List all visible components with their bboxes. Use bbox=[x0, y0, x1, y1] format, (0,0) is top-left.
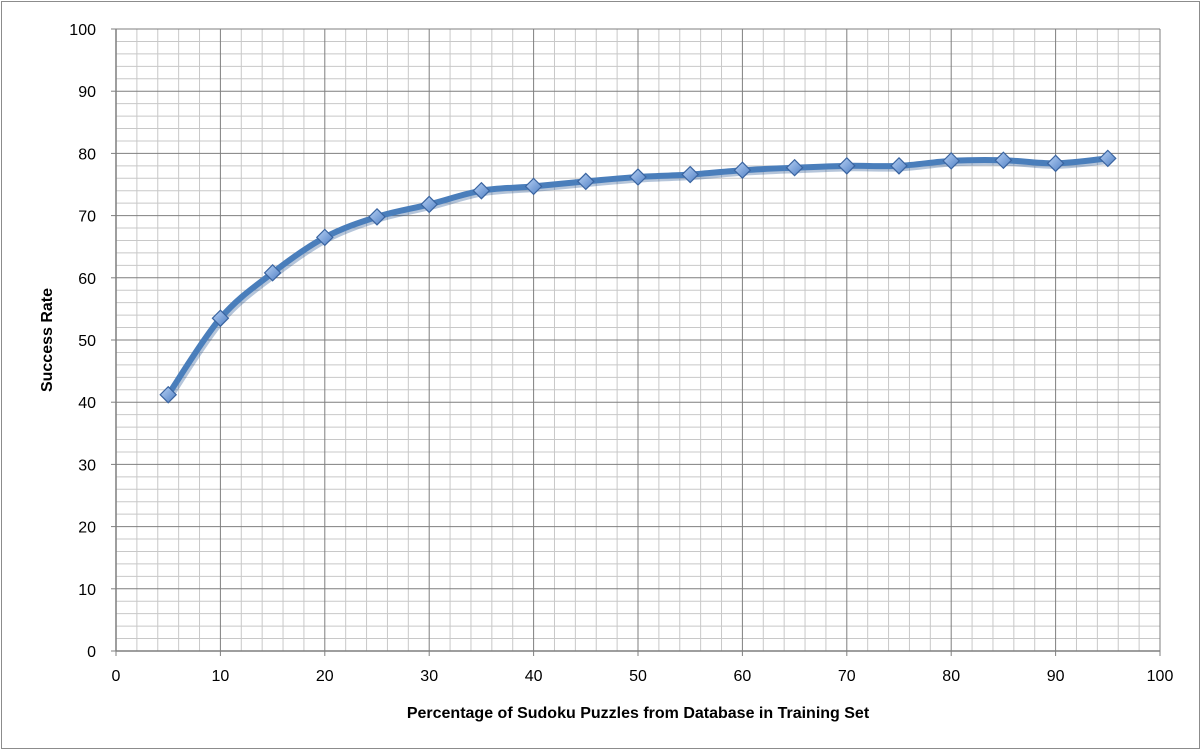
y-tick-label: 10 bbox=[78, 582, 96, 599]
y-tick-label: 70 bbox=[78, 209, 96, 226]
data-point-marker bbox=[263, 263, 282, 282]
data-point-marker bbox=[733, 161, 752, 180]
x-axis-tick-labels: 0 10 20 30 40 50 60 70 80 90 100 bbox=[112, 668, 1174, 685]
y-tick-label: 20 bbox=[78, 520, 96, 537]
y-tick-label: 80 bbox=[78, 146, 96, 163]
data-point-marker bbox=[576, 172, 595, 191]
y-tick-label: 50 bbox=[78, 333, 96, 350]
major-gridlines bbox=[115, 28, 1161, 652]
y-tick-label: 60 bbox=[78, 271, 96, 288]
x-tick-label: 20 bbox=[316, 668, 334, 685]
data-point-marker bbox=[785, 158, 804, 177]
x-tick-label: 90 bbox=[1047, 668, 1065, 685]
data-point-marker bbox=[472, 181, 491, 200]
data-point-marker bbox=[524, 177, 543, 196]
y-tick-label: 0 bbox=[87, 644, 96, 661]
y-axis-tick-labels: 0 10 20 30 40 50 60 70 80 90 100 bbox=[69, 22, 96, 661]
series-layer bbox=[159, 149, 1117, 404]
x-tick-label: 70 bbox=[838, 668, 856, 685]
data-point-marker bbox=[1098, 149, 1117, 168]
data-point-marker bbox=[942, 152, 961, 170]
x-tick-label: 50 bbox=[629, 668, 647, 685]
x-tick-label: 80 bbox=[942, 668, 960, 685]
y-tick-label: 30 bbox=[78, 457, 96, 474]
x-tick-label: 0 bbox=[112, 668, 121, 685]
data-point-marker bbox=[159, 385, 178, 404]
data-point-marker bbox=[629, 168, 647, 186]
x-tick-label: 30 bbox=[420, 668, 438, 685]
x-tick-label: 100 bbox=[1147, 668, 1174, 685]
y-tick-label: 40 bbox=[78, 395, 96, 412]
data-point-marker bbox=[994, 151, 1013, 170]
y-tick-label: 100 bbox=[69, 22, 96, 39]
axes bbox=[111, 28, 1161, 656]
data-point-marker bbox=[890, 156, 908, 175]
x-tick-label: 40 bbox=[525, 668, 543, 685]
y-axis-title: Success Rate bbox=[39, 288, 56, 392]
x-axis-title: Percentage of Sudoku Puzzles from Databa… bbox=[407, 705, 870, 722]
data-point-marker bbox=[681, 165, 700, 184]
y-tick-label: 90 bbox=[78, 84, 96, 101]
data-point-marker bbox=[837, 156, 856, 175]
x-tick-label: 10 bbox=[212, 668, 230, 685]
data-point-marker bbox=[211, 309, 230, 328]
series-line-shadow bbox=[166, 156, 1113, 401]
data-point-marker bbox=[1046, 154, 1065, 173]
x-tick-label: 60 bbox=[734, 668, 752, 685]
data-point-marker bbox=[315, 228, 334, 247]
data-point-marker bbox=[368, 207, 386, 226]
data-point-marker bbox=[420, 195, 439, 214]
